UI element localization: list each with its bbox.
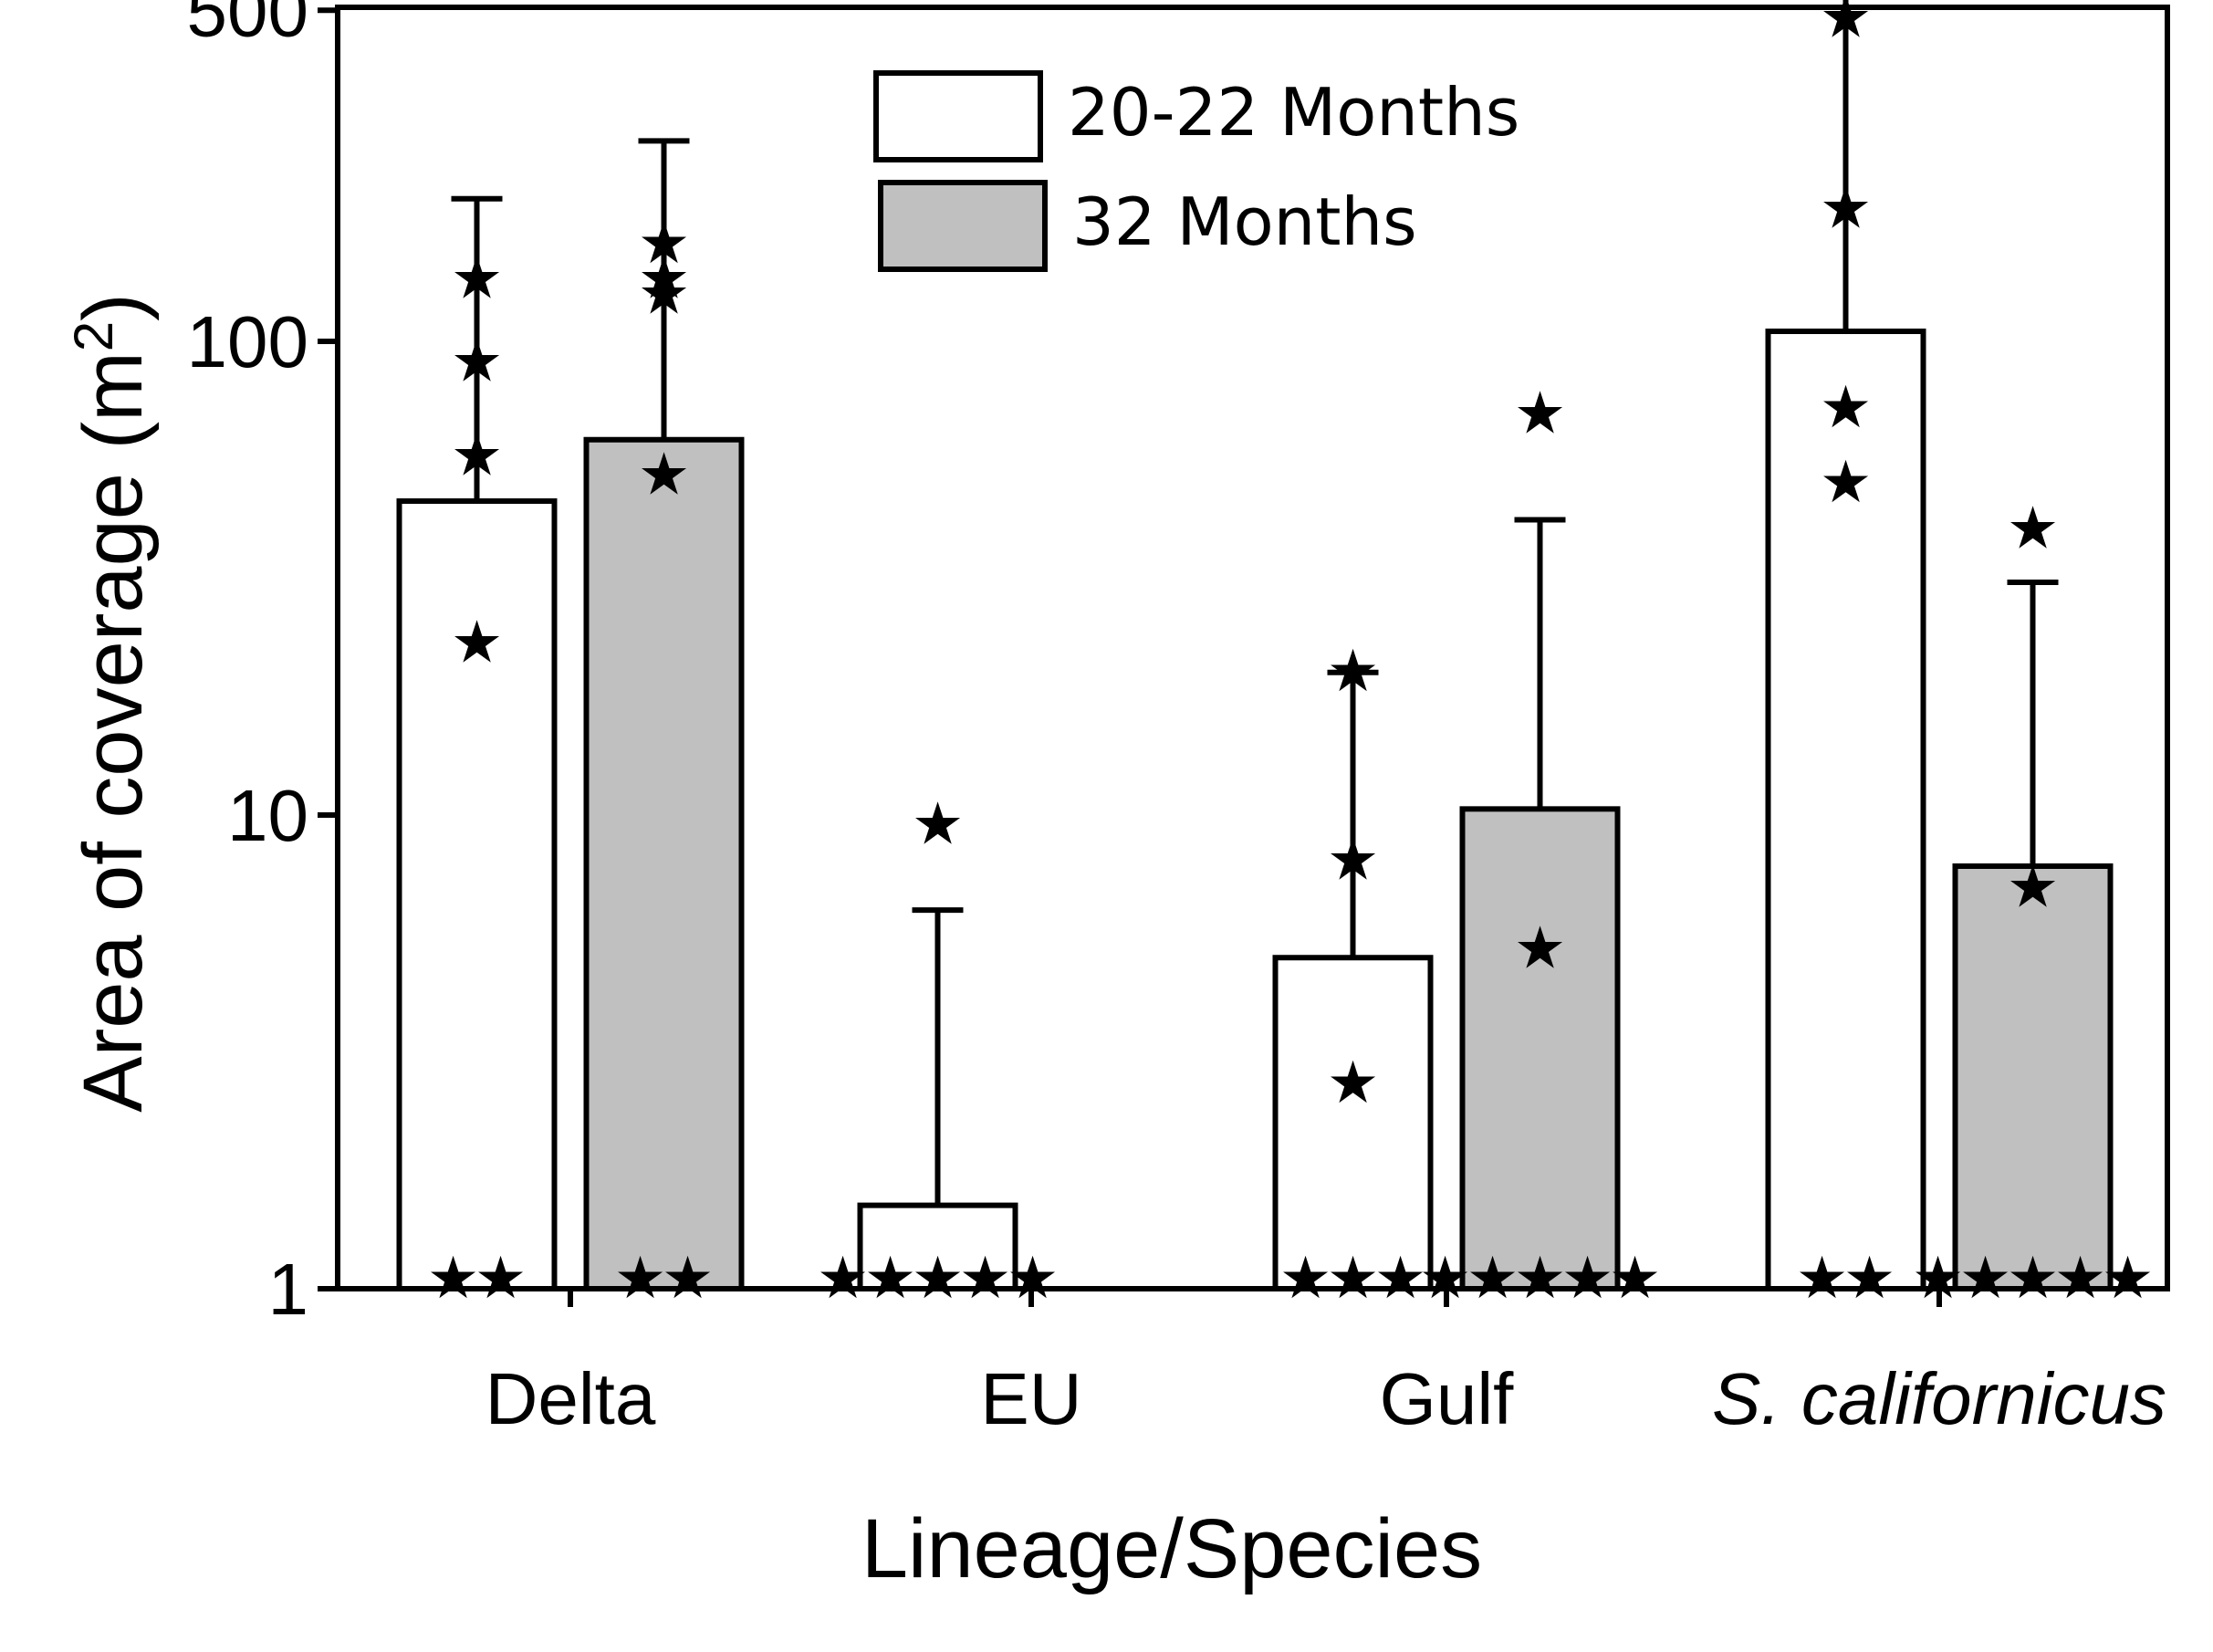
legend-label-20-22-months: 20-22 Months <box>1068 74 1519 151</box>
data-point-star-20-22-months-eu-2: ★ <box>912 1245 964 1312</box>
legend: 20-22 Months 32 Months <box>873 70 1519 272</box>
bar-20-22-months-gulf <box>1272 955 1434 1292</box>
data-point-star-32-months-delta-0: ★ <box>614 1245 666 1312</box>
bar-20-22-months-delta <box>396 498 558 1291</box>
x-tick-label-gulf: Gulf <box>1380 1358 1514 1439</box>
data-point-star-20-22-months-s-californicus-4: ★ <box>1820 174 1872 242</box>
data-point-star-20-22-months-eu-3: ★ <box>959 1245 1011 1312</box>
data-point-star-32-months-gulf-6: ★ <box>1514 380 1566 447</box>
data-point-star-32-months-delta-1: ★ <box>662 1245 714 1312</box>
data-point-star-32-months-delta-3: ★ <box>638 261 690 329</box>
data-point-star-20-22-months-gulf-3: ★ <box>1327 1050 1379 1117</box>
legend-label-32-months: 32 Months <box>1072 183 1417 260</box>
data-point-star-32-months-gulf-2: ★ <box>1514 1245 1566 1312</box>
data-point-star-32-months-gulf-5: ★ <box>1514 915 1566 982</box>
data-point-star-20-22-months-s-californicus-3: ★ <box>1820 374 1872 442</box>
data-point-star-20-22-months-delta-4: ★ <box>451 329 503 396</box>
data-point-star-32-months-s-californicus-1: ★ <box>1959 1245 2011 1312</box>
data-point-star-32-months-s-californicus-5: ★ <box>2007 853 2059 921</box>
data-point-star-32-months-s-californicus-2: ★ <box>2007 1245 2059 1312</box>
y-axis-title: Area of coverage (m2) <box>63 293 160 1113</box>
data-point-star-32-months-delta-5: ★ <box>638 210 690 277</box>
data-point-star-20-22-months-delta-0: ★ <box>427 1245 479 1312</box>
data-point-star-20-22-months-eu-1: ★ <box>864 1245 916 1312</box>
x-tick-label-eu: EU <box>980 1358 1081 1439</box>
data-point-star-20-22-months-gulf-4: ★ <box>1327 826 1379 894</box>
bars-layer <box>396 329 2114 1292</box>
y-tick-label-10: 10 <box>227 775 308 856</box>
y-axis-title-close: ) <box>67 293 160 321</box>
data-point-star-32-months-s-californicus-6: ★ <box>2007 496 2059 563</box>
x-tick-label-delta: Delta <box>485 1358 656 1439</box>
data-point-star-20-22-months-s-californicus-1: ★ <box>1843 1245 1895 1312</box>
data-point-star-20-22-months-delta-2: ★ <box>451 609 503 676</box>
data-point-star-20-22-months-gulf-0: ★ <box>1279 1245 1331 1312</box>
data-point-star-32-months-gulf-4: ★ <box>1609 1245 1661 1312</box>
x-tick-label-s-californicus: S. californicus <box>1712 1358 2166 1439</box>
legend-swatch-32-months <box>878 180 1048 272</box>
data-point-star-20-22-months-eu-5: ★ <box>912 791 964 859</box>
bar-32-months-delta <box>583 436 745 1291</box>
data-point-star-32-months-delta-4: ★ <box>638 245 690 312</box>
plot-frame <box>335 5 2170 1291</box>
bar-32-months-s-californicus <box>1952 863 2114 1292</box>
bar-32-months-gulf <box>1459 806 1621 1291</box>
y-axis-title-superscript: 2 <box>63 321 124 351</box>
data-point-star-32-months-s-californicus-4: ★ <box>2102 1245 2154 1312</box>
error-bars-layer <box>451 0 2059 1206</box>
data-point-star-32-months-delta-2: ★ <box>638 441 690 508</box>
data-point-star-20-22-months-s-californicus-2: ★ <box>1820 449 1872 517</box>
data-point-star-32-months-gulf-3: ★ <box>1561 1245 1613 1312</box>
points-layer: ★★★★★★★★★★★★★★★★★★★★★★★★★★★★★★★★★★★★★★★★… <box>427 0 2154 1312</box>
axes-layer: 1 10 100 500 Delta EU Gulf S. californicus <box>187 0 2170 1439</box>
x-axis-title: Lineage/Species <box>861 1502 1482 1595</box>
data-point-star-32-months-gulf-1: ★ <box>1467 1245 1519 1312</box>
data-point-star-20-22-months-s-californicus-0: ★ <box>1796 1245 1848 1312</box>
data-point-star-20-22-months-gulf-5: ★ <box>1327 638 1379 706</box>
data-point-star-20-22-months-gulf-2: ★ <box>1374 1245 1426 1312</box>
data-point-star-20-22-months-delta-3: ★ <box>451 423 503 490</box>
y-tick-label-500: 500 <box>187 0 308 51</box>
y-tick-label-1: 1 <box>268 1249 309 1330</box>
data-point-star-20-22-months-gulf-1: ★ <box>1327 1245 1379 1312</box>
y-axis-title-main: Area of coverage (m <box>67 351 160 1112</box>
data-point-star-20-22-months-delta-1: ★ <box>475 1245 527 1312</box>
data-point-star-20-22-months-delta-5: ★ <box>451 245 503 312</box>
y-tick-label-100: 100 <box>187 301 308 382</box>
legend-swatch-20-22-months <box>873 70 1043 162</box>
data-point-star-20-22-months-eu-0: ★ <box>817 1245 869 1312</box>
data-point-star-32-months-s-californicus-3: ★ <box>2054 1245 2106 1312</box>
